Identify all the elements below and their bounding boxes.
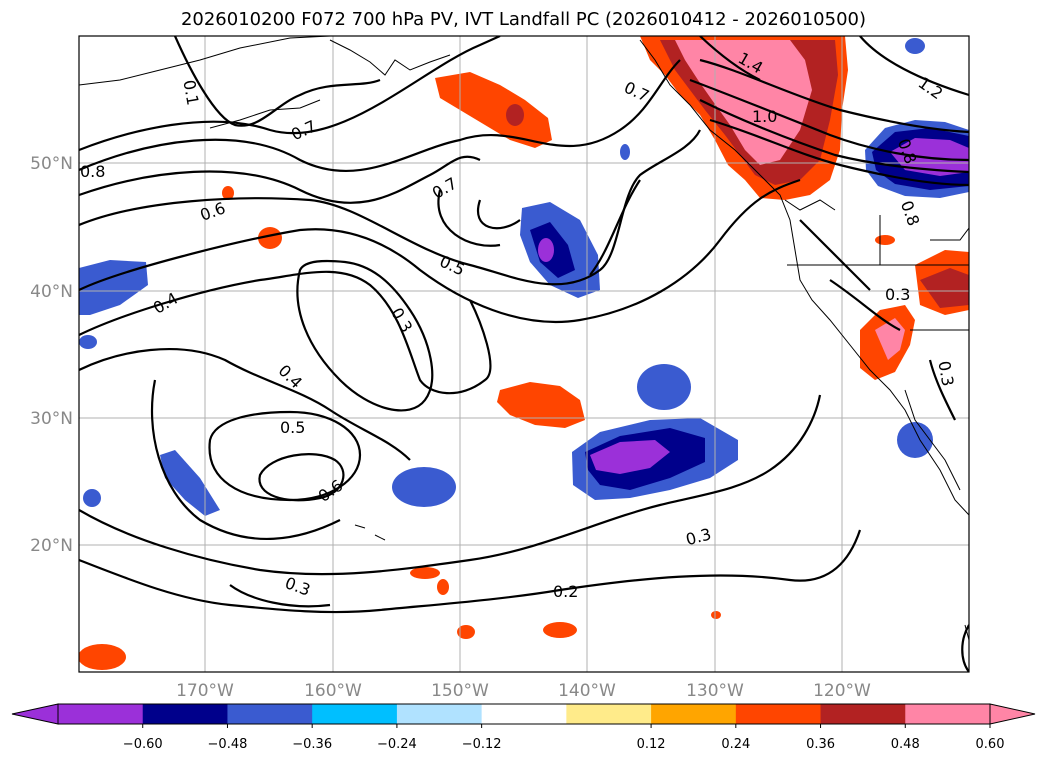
positive-anomaly-spot [258, 227, 282, 249]
positive-anomaly-spot [437, 579, 449, 595]
lat-label: 20°N [30, 536, 73, 556]
colorbar-segment [566, 704, 652, 724]
lat-label: 40°N [30, 282, 73, 302]
negative-anomaly-spot [905, 38, 925, 54]
colorbar-tick-label: 0.36 [806, 737, 835, 752]
colorbar-left-extension [12, 704, 58, 724]
colorbar-tick-label: −0.12 [462, 737, 502, 752]
lon-label: 130°W [686, 681, 744, 701]
lat-label: 50°N [30, 154, 73, 174]
negative-anomaly-core [538, 238, 554, 262]
lon-label: 160°W [304, 681, 362, 701]
colorbar-segment [651, 704, 737, 724]
positive-anomaly-core [506, 104, 524, 126]
latitude-labels: 50°N 40°N 30°N 20°N [30, 154, 73, 556]
positive-anomaly-spot [79, 644, 126, 670]
negative-anomaly-region [590, 440, 670, 474]
contour-label: 0.1 [179, 78, 202, 106]
negative-anomaly-spot [637, 364, 691, 410]
contour-label: 1.0 [752, 107, 777, 126]
contour-label: 0.5 [280, 418, 305, 437]
colorbar-tick-label: 0.12 [637, 737, 666, 752]
lon-label: 120°W [813, 681, 871, 701]
negative-anomaly-spot [79, 335, 97, 349]
map-border [78, 35, 970, 673]
contour-label: 0.3 [934, 359, 957, 387]
positive-anomaly-spot [875, 235, 895, 245]
colorbar-segment [820, 704, 906, 724]
lat-label: 30°N [30, 409, 73, 429]
negative-anomaly-spot [79, 260, 148, 315]
coastlines [79, 36, 969, 641]
colorbar-segment [905, 704, 991, 724]
colorbar-segment [227, 704, 313, 724]
colorbar-tick-label: 0.24 [721, 737, 750, 752]
colorbar-segment [312, 704, 398, 724]
positive-anomaly-spot [410, 567, 440, 579]
colorbar-segment [481, 704, 567, 724]
contour-label: 0.3 [885, 285, 910, 304]
colorbar-tick-label: 0.48 [891, 737, 920, 752]
positive-anomaly-region [920, 268, 969, 308]
colorbar-segment [396, 704, 483, 724]
colorbar-tick-label: 0.60 [976, 737, 1005, 752]
colorbar-tick-label: −0.24 [377, 737, 417, 752]
contour-label: 0.8 [80, 162, 105, 181]
positive-anomaly-region [435, 72, 552, 148]
positive-anomaly-spot [222, 186, 234, 200]
lon-label: 140°W [558, 681, 616, 701]
colorbar-tick-label: −0.48 [208, 737, 248, 752]
lon-label: 170°W [176, 681, 234, 701]
colorbar: −0.60 −0.48 −0.36 −0.24 −0.12 0.12 0.24 0.36 0.4… [11, 703, 1036, 752]
colorbar-segment [58, 704, 144, 724]
negative-anomaly-spot [897, 422, 933, 458]
positive-anomaly-spot [711, 611, 721, 619]
pv-contours [79, 36, 969, 672]
positive-anomaly-region [497, 382, 585, 428]
positive-anomaly-spot [457, 625, 475, 639]
negative-anomaly-spot [620, 144, 630, 160]
lon-label: 150°W [431, 681, 489, 701]
colorbar-right-extension [990, 704, 1035, 724]
negative-anomaly-spot [392, 467, 456, 507]
positive-anomaly-spot [543, 622, 577, 638]
colorbar-segment [735, 704, 822, 724]
map-title: 2026010200 F072 700 hPa PV, IVT Landfall… [180, 9, 867, 30]
colorbar-tick-label: −0.60 [123, 737, 163, 752]
colorbar-tick-label: −0.36 [292, 737, 332, 752]
longitude-labels: 170°W 160°W 150°W 140°W 130°W 120°W [176, 681, 871, 701]
contour-label: 0.2 [553, 582, 578, 601]
colorbar-segment [142, 704, 228, 724]
negative-anomaly-spot [83, 489, 101, 507]
